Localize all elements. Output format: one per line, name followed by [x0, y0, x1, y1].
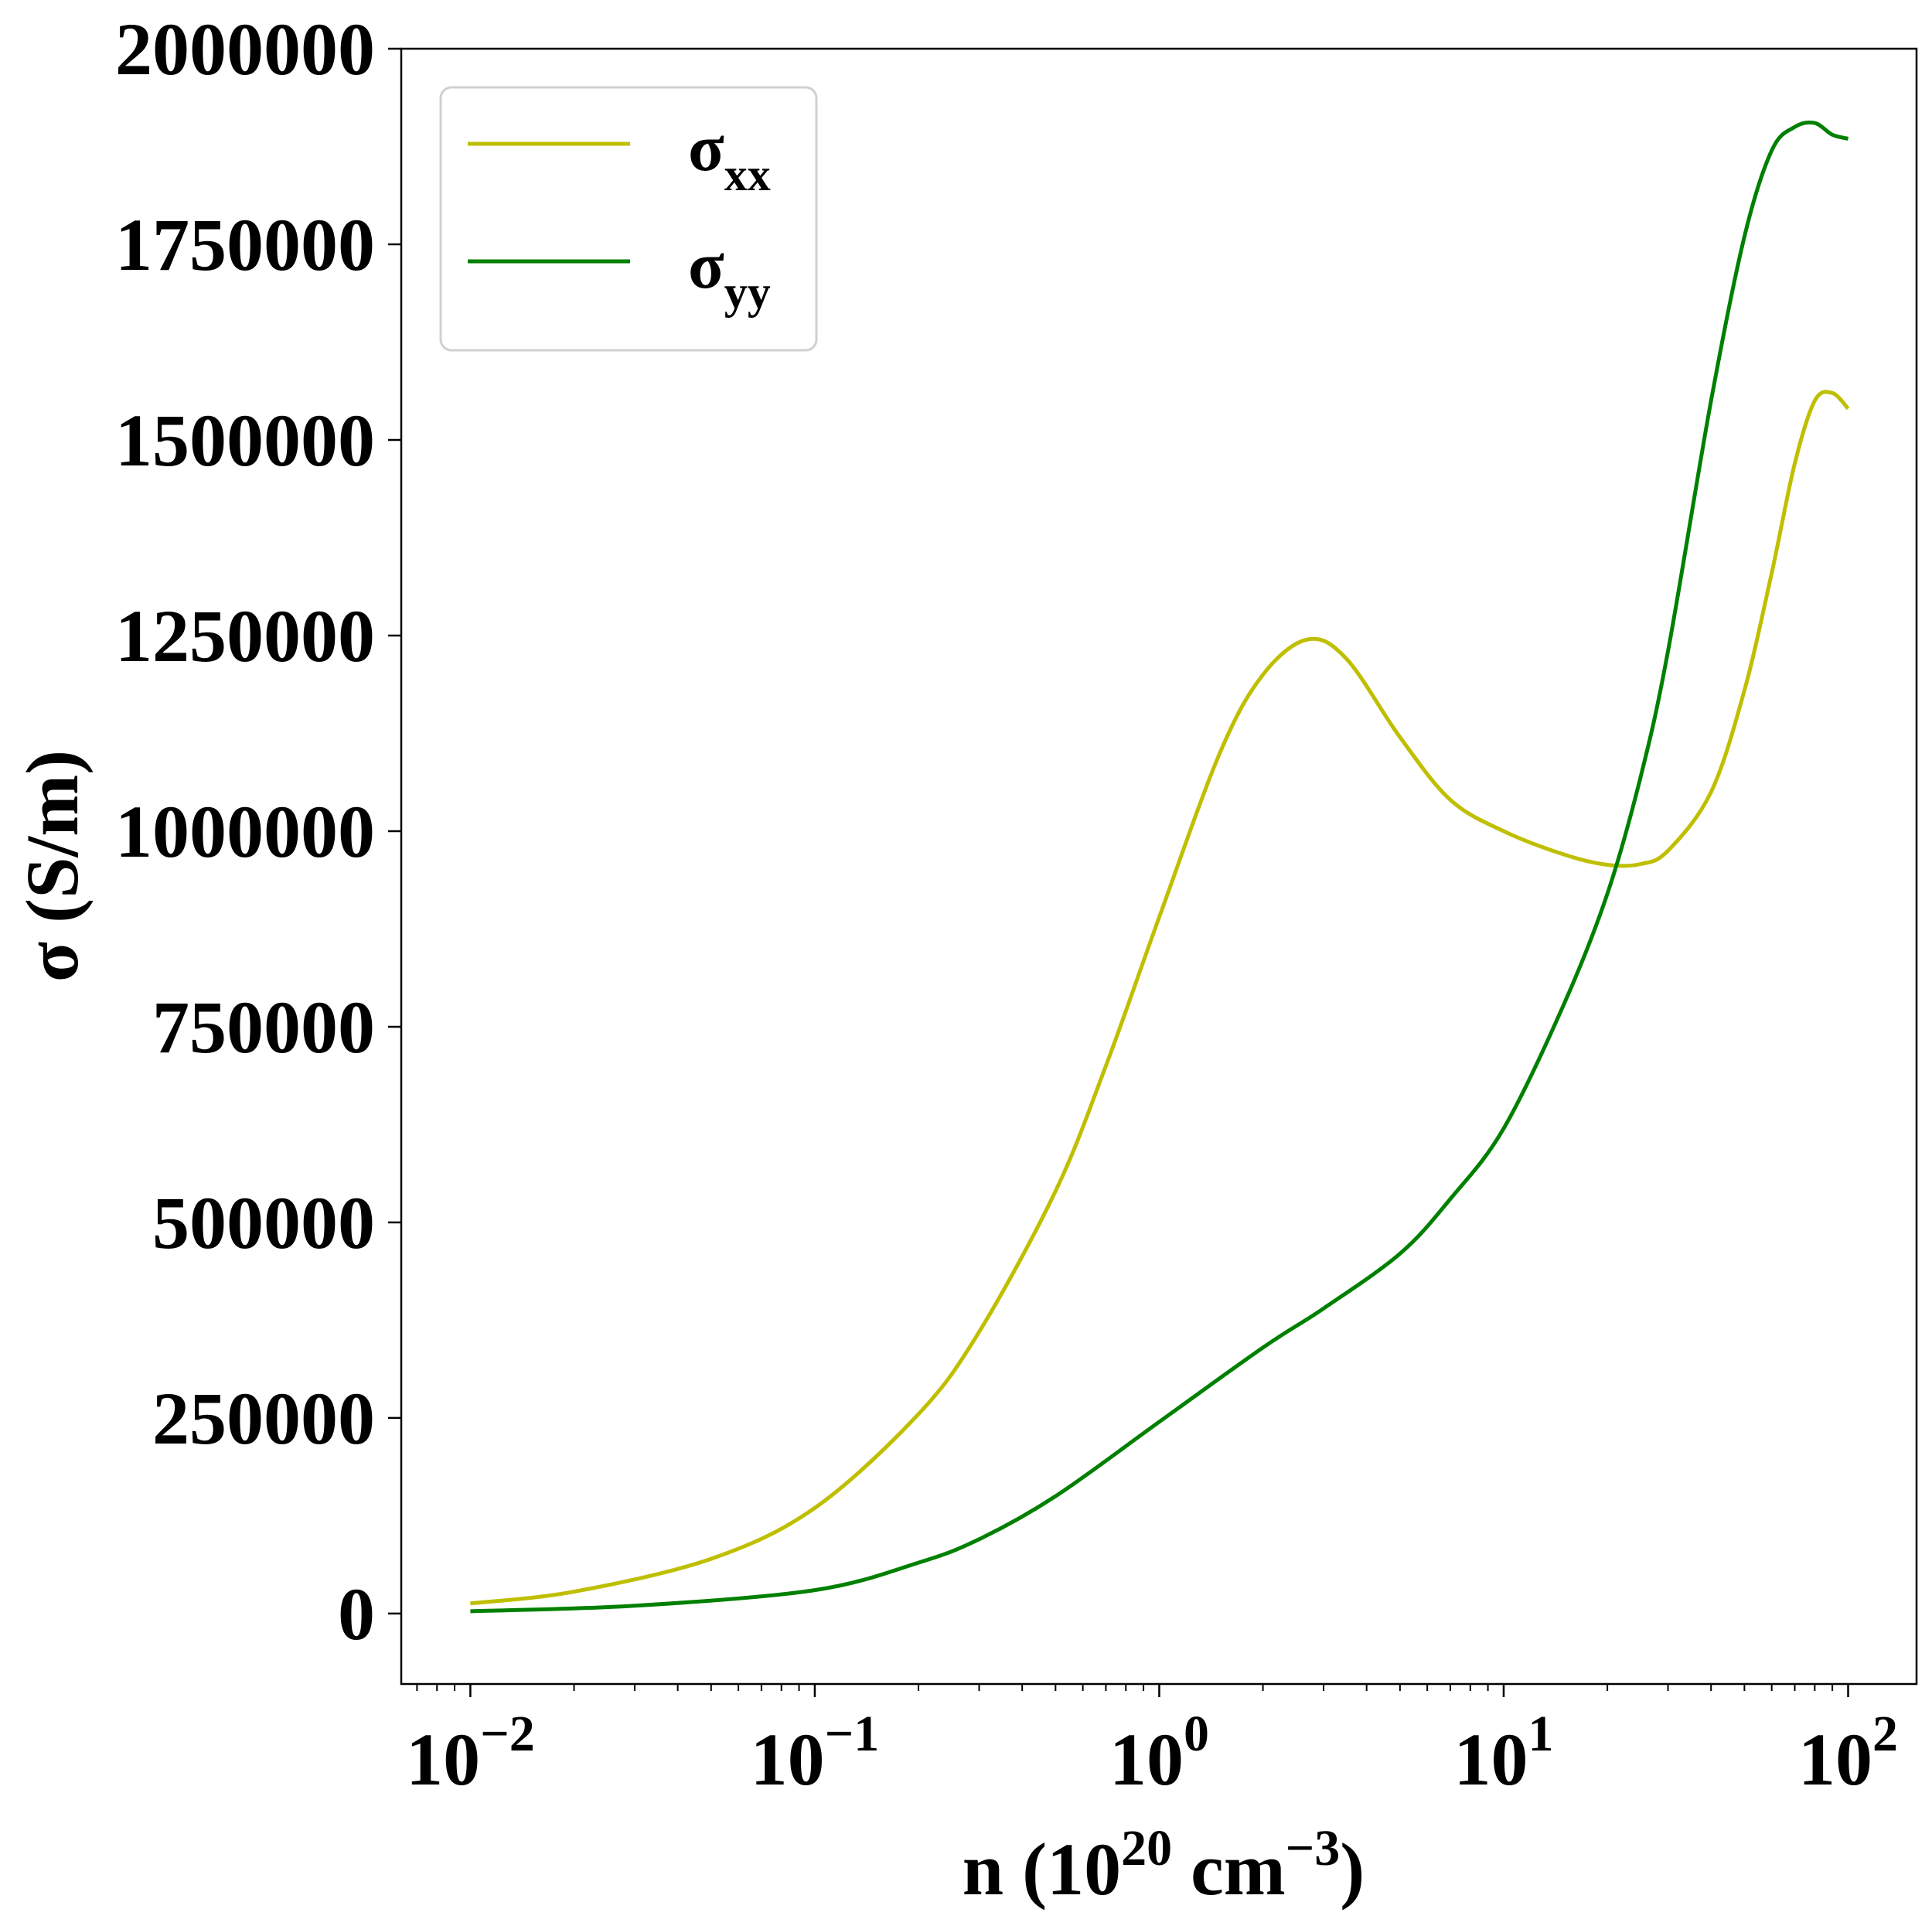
- y-tick-label: 2000000: [115, 8, 375, 90]
- y-tick-label: 0: [338, 1573, 375, 1655]
- y-tick-label: 500000: [152, 1181, 375, 1264]
- y-tick-label: 1250000: [115, 595, 375, 677]
- x-tick-label: 102: [1798, 1706, 1898, 1801]
- x-tick-label: 100: [1109, 1706, 1209, 1801]
- x-tick-label: 10−2: [406, 1706, 535, 1801]
- y-tick-label: 250000: [152, 1377, 375, 1460]
- x-tick-label: 10−1: [751, 1706, 880, 1801]
- x-axis-ticks: 10−2 10−1 100 101 102: [406, 1684, 1898, 1801]
- x-axis-label: n (1020 cm−3): [963, 1820, 1365, 1911]
- y-tick-label: 1000000: [115, 790, 375, 873]
- legend-label-sigma-yy: σyy: [688, 228, 771, 318]
- y-tick-label: 1750000: [115, 203, 375, 286]
- legend: σxx σyy: [439, 86, 818, 352]
- x-tick-label: 101: [1453, 1706, 1553, 1801]
- y-axis-ticks: 0 250000 500000 750000 1000000 1250000 1500000…: [115, 8, 401, 1655]
- series-line-yy: [470, 120, 1849, 1614]
- legend-box: [439, 86, 818, 352]
- series-lines: [470, 120, 1850, 1614]
- y-axis-label: σ (S/m): [11, 750, 94, 982]
- legend-label-sigma-xx: σxx: [688, 111, 771, 200]
- y-tick-label: 750000: [152, 986, 375, 1069]
- y-tick-label: 1500000: [115, 399, 375, 482]
- series-line-xx: [470, 390, 1850, 1606]
